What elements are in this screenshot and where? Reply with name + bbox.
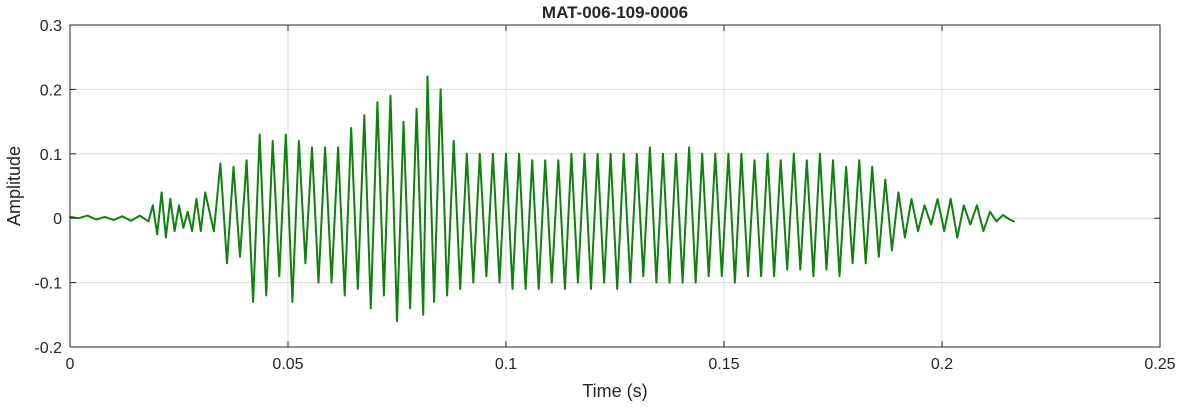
y-tick-label: 0.1 — [40, 147, 62, 164]
y-tick-label: -0.2 — [34, 340, 62, 357]
tick-layer: 0 0.05 0.1 0.15 0.2 0.25 -0.2 -0.1 0 0.1 0.2 0.3 — [34, 18, 1175, 373]
x-axis-label: Time (s) — [582, 381, 647, 401]
plot-frame — [69, 24, 1161, 348]
x-tick-label: 0.05 — [272, 356, 303, 373]
grid-lines — [70, 25, 1160, 347]
x-tick-label: 0.15 — [708, 356, 739, 373]
waveform-series-line — [69, 75, 1015, 323]
y-tick-label: 0.2 — [40, 82, 62, 99]
y-tick-label: 0 — [53, 211, 62, 228]
x-tick-label: 0 — [66, 356, 75, 373]
x-tick-label: 0.25 — [1144, 356, 1175, 373]
series-layer — [69, 75, 1015, 323]
x-tick-label: 0.1 — [495, 356, 517, 373]
y-axis-label: Amplitude — [4, 146, 24, 226]
x-tick-label: 0.2 — [931, 356, 953, 373]
chart-title: MAT-006-109-0006 — [542, 3, 688, 22]
y-tick-label: 0.3 — [40, 18, 62, 35]
plot-area — [70, 25, 1160, 347]
y-tick-label: -0.1 — [34, 276, 62, 293]
